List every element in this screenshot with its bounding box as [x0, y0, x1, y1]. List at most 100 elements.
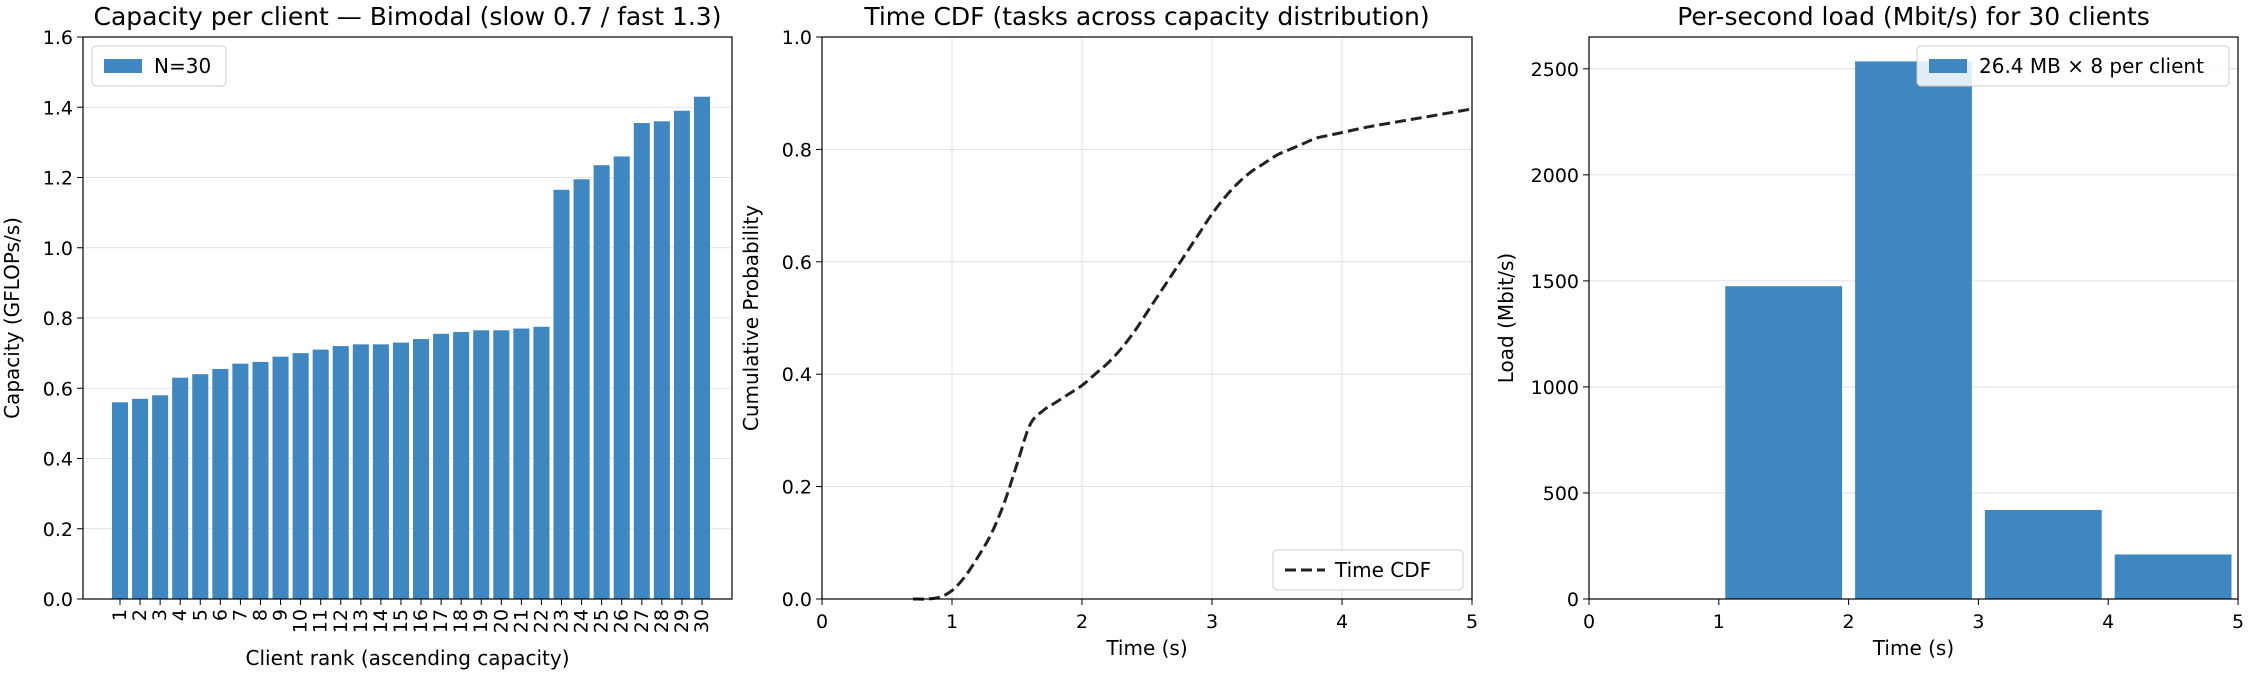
x-axis-label: Client rank (ascending capacity): [245, 646, 569, 670]
y-tick-label: 1500: [1531, 271, 1579, 293]
capacity-bar: [392, 342, 409, 599]
capacity-bar: [352, 344, 369, 599]
y-tick-label: 500: [1543, 483, 1579, 505]
x-tick-label: 5: [1466, 611, 1478, 633]
x-tick-label: 14: [370, 609, 392, 633]
x-tick-label: 0: [1583, 611, 1595, 633]
x-tick-label: 3: [149, 609, 171, 621]
capacity-bar: [653, 121, 670, 600]
y-tick-label: 0.4: [782, 364, 812, 386]
x-tick-label: 17: [430, 609, 452, 633]
capacity-bar: [312, 349, 329, 599]
y-tick-label: 0.0: [43, 589, 73, 611]
x-tick-label: 20: [490, 609, 512, 633]
x-tick-label: 16: [410, 609, 432, 633]
x-tick-label: 10: [290, 609, 312, 633]
capacity-bar: [172, 377, 189, 599]
plot-frame: [1588, 36, 2239, 600]
cdf-line: [912, 107, 1473, 601]
time-cdf-chart: 0 1 2 3 4 5 0.0 0.2 0.4 0.6 0.8 1.0 Time CDF (tasks …: [739, 2, 1478, 660]
x-axis-label: Time (s): [1105, 636, 1187, 660]
y-tick-label: 1.2: [43, 168, 73, 190]
legend: 26.4 MB × 8 per client: [1916, 45, 2230, 87]
y-tick-label: 0.2: [43, 519, 73, 541]
legend-box: [91, 45, 227, 87]
x-tick-label: 2: [129, 609, 151, 621]
capacity-bar: [111, 402, 129, 599]
capacity-bar: [413, 339, 430, 599]
y-tick-label: 2500: [1531, 59, 1579, 81]
x-tick-label: 30: [691, 609, 713, 633]
y-axis-label: Cumulative Probability: [739, 205, 763, 431]
x-tick-label: 26: [611, 609, 633, 633]
y-tick-label: 0.2: [782, 477, 812, 499]
y-axis-label: Load (Mbit/s): [1494, 253, 1518, 383]
y-tick-label: 0.8: [782, 139, 812, 161]
x-tick-label: 24: [571, 609, 593, 633]
x-tick-label: 15: [390, 609, 412, 633]
load-bar: [1855, 61, 1972, 600]
capacity-bar: [633, 123, 650, 600]
capacity-bar: [212, 368, 229, 599]
legend: Time CDF: [1272, 549, 1464, 591]
chart-title: Per-second load (Mbit/s) for 30 clients: [1677, 2, 2150, 31]
legend-swatch: [1929, 59, 1967, 73]
legend-label: Time CDF: [1334, 558, 1431, 582]
capacity-bar: [493, 330, 510, 599]
x-tick-label: 22: [530, 609, 552, 633]
capacity-bar: [332, 346, 349, 599]
capacity-bar: [152, 395, 169, 599]
y-tick-label: 0: [1567, 589, 1579, 611]
x-tick-label: 23: [551, 609, 573, 633]
capacity-bar: [433, 333, 450, 599]
x-tick-label: 3: [1972, 611, 1984, 633]
x-tick-label: 4: [169, 609, 191, 621]
legend: N=30: [91, 45, 227, 87]
capacity-chart: 0.00.20.40.60.81.01.21.41.61234567891011…: [0, 2, 733, 670]
y-tick-label: 0.6: [43, 378, 73, 400]
capacity-bar: [192, 374, 209, 599]
capacity-bar: [533, 326, 550, 599]
legend-label: N=30: [154, 54, 211, 78]
x-tick-label: 6: [209, 609, 231, 621]
x-tick-label: 25: [591, 609, 613, 633]
x-tick-label: 28: [651, 609, 673, 633]
y-tick-label: 1.6: [43, 27, 73, 49]
capacity-bar: [593, 165, 610, 600]
load-bar: [1725, 286, 1843, 599]
legend-box: [1272, 549, 1464, 591]
y-tick-label: 1.0: [43, 238, 73, 260]
x-tick-label: 1: [1713, 611, 1725, 633]
x-tick-label: 9: [270, 609, 292, 621]
x-tick-label: 21: [510, 609, 532, 633]
legend-swatch: [104, 59, 142, 73]
x-tick-label: 13: [350, 609, 372, 633]
y-tick-label: 0.0: [782, 589, 812, 611]
chart-title: Capacity per client — Bimodal (slow 0.7 …: [94, 2, 722, 31]
y-tick-label: 0.4: [43, 449, 73, 471]
capacity-bar: [132, 398, 149, 599]
load-chart: 0 500 1000 1500 2000 2500 0 1 2 3 4 5 Per-second loa…: [1494, 2, 2244, 660]
capacity-bar: [513, 328, 530, 599]
x-tick-label: 27: [631, 609, 653, 633]
legend-label: 26.4 MB × 8 per client: [1979, 54, 2204, 78]
x-tick-label: 1: [946, 611, 958, 633]
capacity-bar: [272, 356, 289, 599]
x-tick-label: 3: [1206, 611, 1218, 633]
x-tick-label: 2: [1076, 611, 1088, 633]
y-tick-label: 1000: [1531, 377, 1579, 399]
capacity-bar: [613, 156, 630, 600]
plot-frame: [82, 36, 733, 600]
x-axis-label: Time (s): [1872, 636, 1954, 660]
y-tick-label: 0.6: [782, 252, 812, 274]
load-bar: [2114, 554, 2232, 599]
y-tick-label: 2000: [1531, 165, 1579, 187]
x-tick-label: 11: [310, 609, 332, 633]
capacity-bar: [372, 344, 389, 599]
x-tick-label: 0: [816, 611, 828, 633]
x-tick-label: 29: [671, 609, 693, 633]
capacity-bar: [453, 332, 470, 599]
x-tick-label: 2: [1843, 611, 1855, 633]
load-bar: [1984, 509, 2102, 599]
